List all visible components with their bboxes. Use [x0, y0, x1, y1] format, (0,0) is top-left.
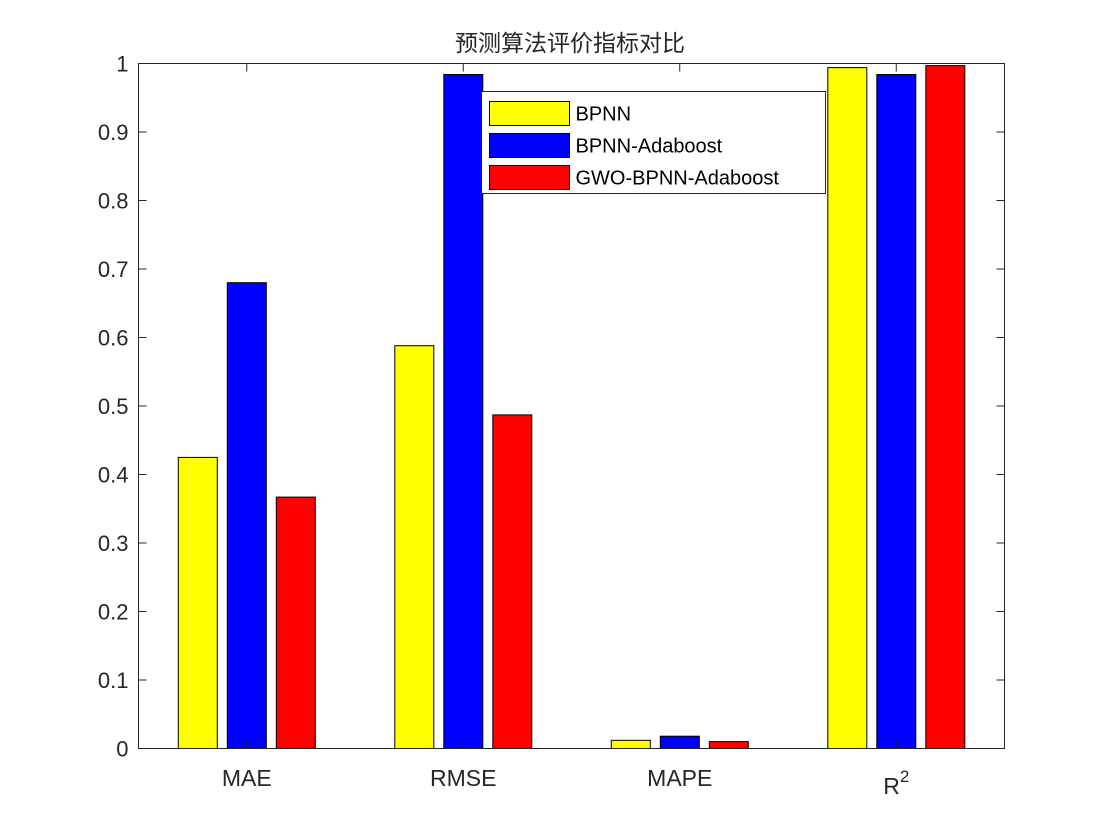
- legend-label-bpnn: BPNN: [576, 104, 632, 126]
- x-category-label-rmse: RMSE: [430, 765, 496, 791]
- y-tick-label: 0.1: [98, 668, 129, 693]
- bar-gwo-bpnn-adaboost-r: [925, 65, 966, 750]
- y-tick-label: 0.9: [98, 120, 129, 145]
- bar-bpnn-adaboost-r: [876, 74, 917, 749]
- x-category-label-r: R2: [883, 767, 909, 799]
- y-tick-label: 1: [116, 52, 128, 77]
- y-tick-label: 0.6: [98, 326, 129, 351]
- bar-bpnn-adaboost-mae: [226, 282, 267, 749]
- x-category-label-mae: MAE: [222, 765, 272, 791]
- bar-bpnn-mae: [177, 456, 218, 749]
- x-category-label-mape: MAPE: [647, 765, 712, 791]
- y-tick-label: 0.2: [98, 600, 129, 625]
- bar-gwo-bpnn-adaboost-mae: [275, 496, 316, 749]
- y-tick-label: 0.8: [98, 189, 129, 214]
- chart-title: 预测算法评价指标对比: [455, 31, 685, 57]
- bar-bpnn-r: [827, 67, 868, 750]
- bar-gwo-bpnn-adaboost-rmse: [492, 414, 533, 749]
- bar-bpnn-adaboost-rmse: [443, 74, 484, 749]
- legend-swatch-bpnn: [489, 101, 570, 126]
- bar-bpnn-rmse: [394, 345, 435, 749]
- y-tick-label: 0.3: [98, 531, 129, 556]
- legend-label-gwo-bpnn-adaboost: GWO-BPNN-Adaboost: [576, 168, 780, 190]
- x-axis-labels: MAE RMSE MAPE R2: [222, 765, 909, 799]
- y-tick-label: 0.7: [98, 257, 129, 282]
- legend-swatch-bpnn-adaboost: [489, 133, 570, 158]
- bar-gwo-bpnn-adaboost-mape: [708, 741, 749, 749]
- legend-label-bpnn-adaboost: BPNN-Adaboost: [576, 136, 723, 158]
- y-tick-label: 0.5: [98, 394, 129, 419]
- bar-bpnn-mape: [610, 739, 651, 749]
- y-tick-label: 0.4: [98, 463, 129, 488]
- legend-swatch-gwo-bpnn-adaboost: [489, 165, 570, 190]
- y-tick-label: 0: [116, 737, 128, 762]
- legend: BPNN BPNN-Adaboost GWO-BPNN-Adaboost: [481, 91, 826, 194]
- y-axis-ticks: 0 0.1 0.2 0.3 0.4 0.5 0.6 0.7 0.8 0.9 1: [98, 52, 1005, 762]
- bars-layer: [177, 65, 966, 750]
